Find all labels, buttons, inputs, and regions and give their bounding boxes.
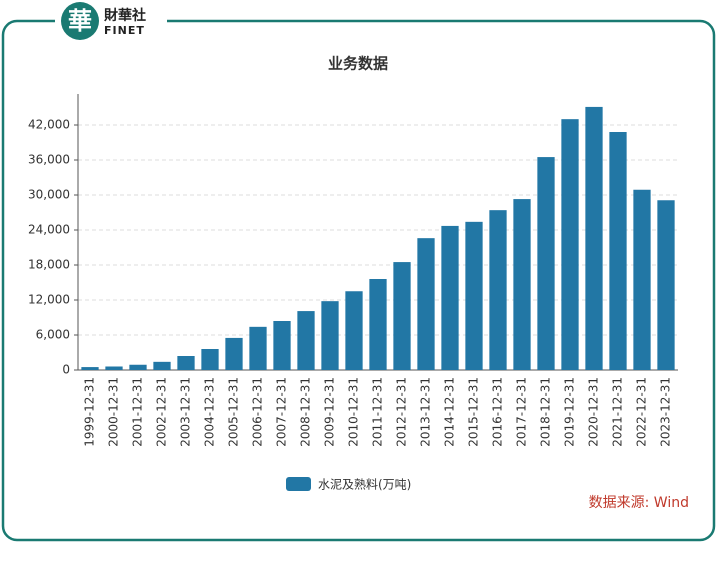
bar bbox=[609, 132, 627, 370]
bar bbox=[177, 356, 195, 370]
chart-title: 业务数据 bbox=[328, 55, 388, 73]
bar bbox=[129, 364, 147, 370]
x-tick-label: 2008-12-31 bbox=[299, 377, 313, 447]
bar bbox=[369, 279, 387, 370]
bar bbox=[489, 210, 507, 370]
x-tick-label: 2022-12-31 bbox=[635, 377, 649, 447]
bar bbox=[81, 367, 99, 370]
x-tick-label: 2005-12-31 bbox=[227, 377, 241, 447]
x-tick-label: 2009-12-31 bbox=[323, 377, 337, 447]
bar bbox=[297, 311, 315, 370]
legend-swatch bbox=[286, 477, 311, 491]
x-tick-label: 2002-12-31 bbox=[155, 377, 169, 447]
x-tick-label: 2004-12-31 bbox=[203, 377, 217, 447]
x-tick-label: 1999-12-31 bbox=[83, 377, 97, 447]
logo-name: 財華社 bbox=[103, 7, 146, 24]
bar bbox=[393, 262, 411, 370]
x-tick-label: 2017-12-31 bbox=[515, 377, 529, 447]
legend-label: 水泥及熟料(万吨) bbox=[318, 477, 411, 492]
logo-badge bbox=[61, 2, 99, 40]
x-tick-label: 2020-12-31 bbox=[587, 377, 601, 447]
y-tick-label: 30,000 bbox=[28, 188, 70, 202]
bar bbox=[153, 361, 171, 370]
bar bbox=[513, 199, 531, 370]
y-tick-label: 36,000 bbox=[28, 153, 70, 167]
bar bbox=[441, 225, 459, 370]
x-tick-label: 2014-12-31 bbox=[443, 377, 457, 447]
bar bbox=[273, 321, 291, 370]
x-tick-label: 2003-12-31 bbox=[179, 377, 193, 447]
y-tick-label: 0 bbox=[62, 363, 70, 377]
x-tick-label: 2012-12-31 bbox=[395, 377, 409, 447]
bar bbox=[585, 106, 603, 371]
logo-name-en: FINET bbox=[104, 24, 145, 37]
x-tick-label: 2016-12-31 bbox=[491, 377, 505, 447]
bar bbox=[321, 301, 339, 370]
bar bbox=[345, 291, 363, 370]
x-tick-label: 2013-12-31 bbox=[419, 377, 433, 447]
bar bbox=[633, 189, 651, 370]
y-tick-label: 12,000 bbox=[28, 293, 70, 307]
bar bbox=[105, 366, 123, 370]
bar bbox=[225, 337, 243, 370]
x-tick-label: 2010-12-31 bbox=[347, 377, 361, 447]
x-tick-label: 2018-12-31 bbox=[539, 377, 553, 447]
x-tick-label: 2021-12-31 bbox=[611, 377, 625, 447]
x-tick-label: 2001-12-31 bbox=[131, 377, 145, 447]
source: 数据来源: Wind bbox=[589, 495, 689, 511]
x-tick-label: 2007-12-31 bbox=[275, 377, 289, 447]
x-tick-label: 2019-12-31 bbox=[563, 377, 577, 447]
bar bbox=[201, 349, 219, 370]
bar bbox=[561, 119, 579, 371]
y-tick-label: 6,000 bbox=[36, 328, 70, 342]
y-tick-label: 18,000 bbox=[28, 258, 70, 272]
bar bbox=[657, 200, 675, 370]
bar bbox=[537, 157, 555, 370]
x-tick-label: 2006-12-31 bbox=[251, 377, 265, 447]
logo-mark: 華 bbox=[68, 7, 92, 35]
bar bbox=[249, 326, 267, 370]
x-tick-label: 2000-12-31 bbox=[107, 377, 121, 447]
x-tick-label: 2023-12-31 bbox=[659, 377, 673, 447]
x-tick-label: 2011-12-31 bbox=[371, 377, 385, 447]
bar bbox=[417, 238, 435, 370]
y-tick-label: 42,000 bbox=[28, 118, 70, 132]
y-tick-label: 24,000 bbox=[28, 223, 70, 237]
bar bbox=[465, 221, 483, 370]
x-tick-label: 2015-12-31 bbox=[467, 377, 481, 447]
frame bbox=[1, 19, 716, 542]
